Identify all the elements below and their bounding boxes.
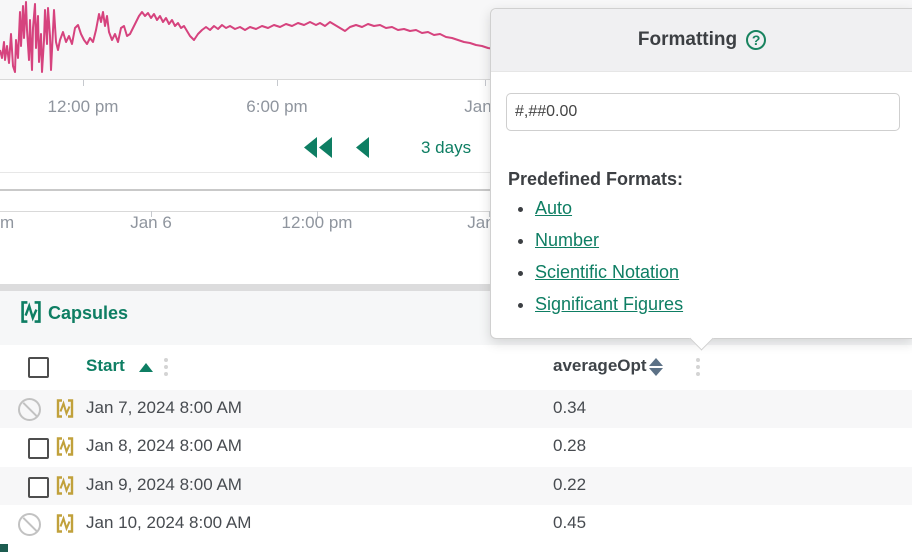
- trend-series-svg: [0, 1, 507, 73]
- upper-axis-label: 12:00 pm: [47, 97, 119, 116]
- axis-tick: [317, 211, 318, 217]
- capsules-table-header: Start averageOpt: [0, 345, 912, 391]
- formatting-popup-header: Formatting ?: [491, 9, 912, 72]
- format-input[interactable]: [506, 93, 900, 131]
- lower-axis-line: [0, 211, 912, 212]
- list-item: Number: [535, 229, 683, 251]
- format-link-number[interactable]: Number: [535, 230, 600, 250]
- column-header-start[interactable]: Start: [86, 356, 125, 375]
- axis-tick: [277, 80, 278, 86]
- panel-divider[interactable]: [0, 284, 912, 291]
- axis-tick: [485, 80, 486, 86]
- start-column-menu-icon[interactable]: [164, 358, 168, 376]
- capsule-averageopt-cell: 0.45: [553, 513, 587, 532]
- lower-axis-label: Jan 6: [130, 213, 172, 232]
- lower-axis-label: m: [0, 213, 15, 232]
- not-selectable-icon: [18, 513, 41, 536]
- time-nav-row: 3 days: [0, 136, 490, 162]
- help-icon[interactable]: ?: [746, 30, 767, 50]
- lane-divider: [0, 172, 912, 173]
- table-row[interactable]: Jan 10, 2024 8:00 AM 0.45: [0, 505, 912, 544]
- capsule-icon: [56, 437, 74, 456]
- sort-toggle-icon[interactable]: [649, 358, 663, 376]
- axis-tick: [151, 211, 152, 217]
- table-row[interactable]: Jan 9, 2024 8:00 AM 0.22: [0, 467, 912, 505]
- select-all-checkbox[interactable]: [28, 357, 49, 378]
- axis-tick: [83, 80, 84, 86]
- table-row[interactable]: Jan 7, 2024 8:00 AM 0.34: [0, 390, 912, 428]
- capsule-start-cell: Jan 7, 2024 8:00 AM: [86, 398, 242, 417]
- column-header-averageopt[interactable]: averageOpt: [553, 356, 647, 375]
- capsule-start-cell: Jan 10, 2024 8:00 AM: [86, 513, 252, 532]
- row-checkbox[interactable]: [28, 477, 49, 498]
- step-back-full-icon[interactable]: [303, 136, 333, 159]
- not-selectable-icon: [18, 398, 41, 421]
- capsule-start-cell: Jan 9, 2024 8:00 AM: [86, 475, 242, 494]
- upper-axis-label: 6:00 pm: [246, 97, 308, 116]
- capsule-lane-line: [0, 189, 912, 191]
- table-row[interactable]: Jan 8, 2024 8:00 AM 0.28: [0, 428, 912, 467]
- list-item: Significant Figures: [535, 293, 683, 315]
- capsules-panel-title: Capsules: [48, 303, 129, 323]
- trend-line: [0, 1, 507, 73]
- capsule-icon: [56, 399, 74, 418]
- time-range-label[interactable]: 3 days: [421, 138, 472, 157]
- formatting-popup: Formatting ? Predefined Formats: Auto Nu…: [490, 8, 912, 351]
- bottom-toolbar-edge: [0, 544, 8, 552]
- lower-axis-label: Jan: [467, 213, 495, 232]
- format-link-significant-figures[interactable]: Significant Figures: [535, 294, 684, 314]
- capsule-averageopt-cell: 0.28: [553, 436, 587, 455]
- averageopt-column-menu-icon[interactable]: [696, 358, 700, 376]
- row-checkbox[interactable]: [28, 438, 49, 459]
- list-item: Scientific Notation: [535, 261, 683, 283]
- upper-axis-label: Jan: [464, 97, 492, 116]
- capsule-averageopt-cell: 0.34: [553, 398, 587, 417]
- step-back-half-icon[interactable]: [356, 136, 370, 159]
- capsule-averageopt-cell: 0.22: [553, 475, 587, 494]
- axis-tick: [489, 211, 490, 217]
- capsules-table-body: Jan 7, 2024 8:00 AM 0.34 Jan 8, 2024 8:0…: [0, 390, 912, 544]
- popup-title: Formatting: [637, 29, 738, 50]
- capsules-icon: [21, 301, 41, 323]
- format-link-auto[interactable]: Auto: [535, 198, 573, 218]
- lower-axis-label: 12:00 pm: [281, 213, 353, 232]
- format-link-scientific-notation[interactable]: Scientific Notation: [535, 262, 680, 282]
- capsule-start-cell: Jan 8, 2024 8:00 AM: [86, 436, 242, 455]
- sort-ascending-icon[interactable]: [139, 363, 153, 372]
- predefined-formats-list: Auto Number Scientific Notation Signific…: [513, 197, 683, 325]
- list-item: Auto: [535, 197, 683, 219]
- predefined-formats-heading: Predefined Formats:: [508, 169, 684, 189]
- capsule-icon: [56, 514, 74, 533]
- capsule-icon: [56, 476, 74, 495]
